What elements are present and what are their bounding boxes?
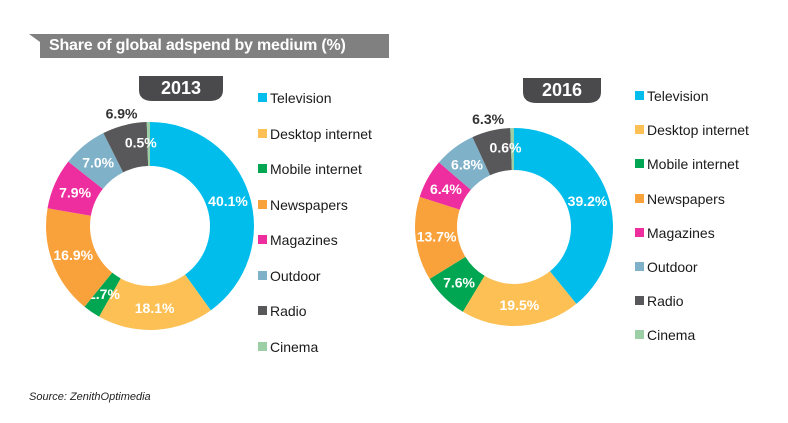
slice-cinema	[510, 128, 514, 171]
chart-title: Share of global adspend by medium (%)	[49, 37, 346, 54]
slice-radio	[472, 128, 512, 176]
data-label-magazines: 7.9%	[59, 185, 91, 201]
data-label-radio: 6.9%	[106, 106, 138, 122]
data-label-newspapers: 13.7%	[417, 228, 457, 244]
legend-label: Newspapers	[647, 190, 725, 207]
data-label-outdoor: 6.8%	[451, 157, 483, 173]
slice-outdoor	[438, 137, 491, 190]
year-tab-shape	[139, 76, 223, 101]
data-label-magazines: 6.4%	[430, 181, 462, 197]
legend-swatch	[635, 227, 644, 237]
legend-label: Outdoor	[270, 267, 321, 284]
slice-desktop-internet	[99, 274, 211, 330]
legend-swatch	[258, 270, 267, 280]
slice-desktop-internet	[462, 271, 577, 327]
legend-swatch	[258, 164, 267, 173]
legend-swatch	[258, 306, 267, 315]
year-tab-shape	[523, 78, 601, 103]
slice-newspapers	[415, 196, 466, 279]
slice-outdoor	[68, 133, 124, 189]
header-bar-shape	[29, 34, 389, 58]
legend-label: Radio	[647, 293, 684, 310]
legend-label: Mobile internet	[647, 156, 739, 173]
legend-label: Magazines	[647, 224, 715, 241]
data-label-desktop-internet: 19.5%	[500, 297, 540, 313]
chart-header-bar: Share of global adspend by medium (%)	[29, 34, 389, 58]
year-label: 2013	[160, 78, 202, 98]
legend-swatch	[258, 199, 267, 209]
legend-swatch	[635, 262, 644, 271]
slice-television	[150, 122, 255, 311]
legend-label: Mobile internet	[270, 161, 362, 177]
legend-swatch	[258, 341, 267, 351]
data-label-television: 39.2%	[568, 193, 608, 209]
legend-label: Magazines	[270, 232, 338, 248]
year-tab-2016: 2016	[523, 78, 601, 103]
slice-mobile-internet	[84, 272, 121, 317]
legend-label: Radio	[270, 303, 307, 319]
slice-radio	[103, 122, 149, 173]
slice-magazines	[47, 161, 103, 216]
legend-label: Outdoor	[647, 259, 698, 275]
donut-chart-2013: 40.1%18.1%2.7%16.9%7.9%7.0%6.9%0.5%	[45, 106, 255, 330]
slice-newspapers	[45, 208, 113, 307]
legend-label: Cinema	[647, 327, 696, 344]
legend-swatch	[258, 235, 267, 244]
legend-swatch	[635, 91, 644, 100]
legend-swatch	[635, 296, 644, 306]
legend-swatch	[635, 125, 644, 135]
data-label-outdoor: 7.0%	[82, 154, 114, 170]
legend-swatch	[635, 330, 644, 340]
legend-swatch	[258, 93, 267, 102]
source-note: Source: ZenithOptimedia	[29, 391, 151, 403]
legend-swatch	[635, 193, 644, 203]
data-label-newspapers: 16.9%	[53, 247, 93, 263]
data-label-cinema: 0.5%	[125, 134, 157, 150]
year-label: 2016	[541, 80, 583, 100]
data-label-cinema: 0.6%	[490, 139, 522, 155]
legend-label: Television	[647, 88, 709, 104]
legend-label: Television	[270, 90, 332, 106]
data-label-television: 40.1%	[208, 193, 248, 209]
slice-magazines	[419, 162, 471, 210]
slice-cinema	[146, 122, 150, 167]
data-label-radio: 6.3%	[472, 111, 504, 127]
donut-chart-2016: 39.2% 19.5% 7.6% 13.7% 6.4% 6.8% 6.3% 0.6%	[415, 111, 613, 327]
legend-swatch	[258, 128, 267, 138]
legend-label: Desktop internet	[647, 122, 749, 139]
legend-label: Newspapers	[270, 196, 348, 213]
legend-label: Cinema	[270, 338, 319, 355]
legend-swatch	[635, 159, 644, 169]
data-label-desktop-internet: 18.1%	[135, 300, 175, 316]
slice-television	[514, 128, 613, 304]
legend-label: Desktop internet	[270, 125, 372, 142]
data-label-mobile-internet: 7.6%	[443, 274, 475, 290]
year-tab-2013: 2013	[139, 76, 223, 101]
slice-mobile-internet	[429, 256, 485, 312]
